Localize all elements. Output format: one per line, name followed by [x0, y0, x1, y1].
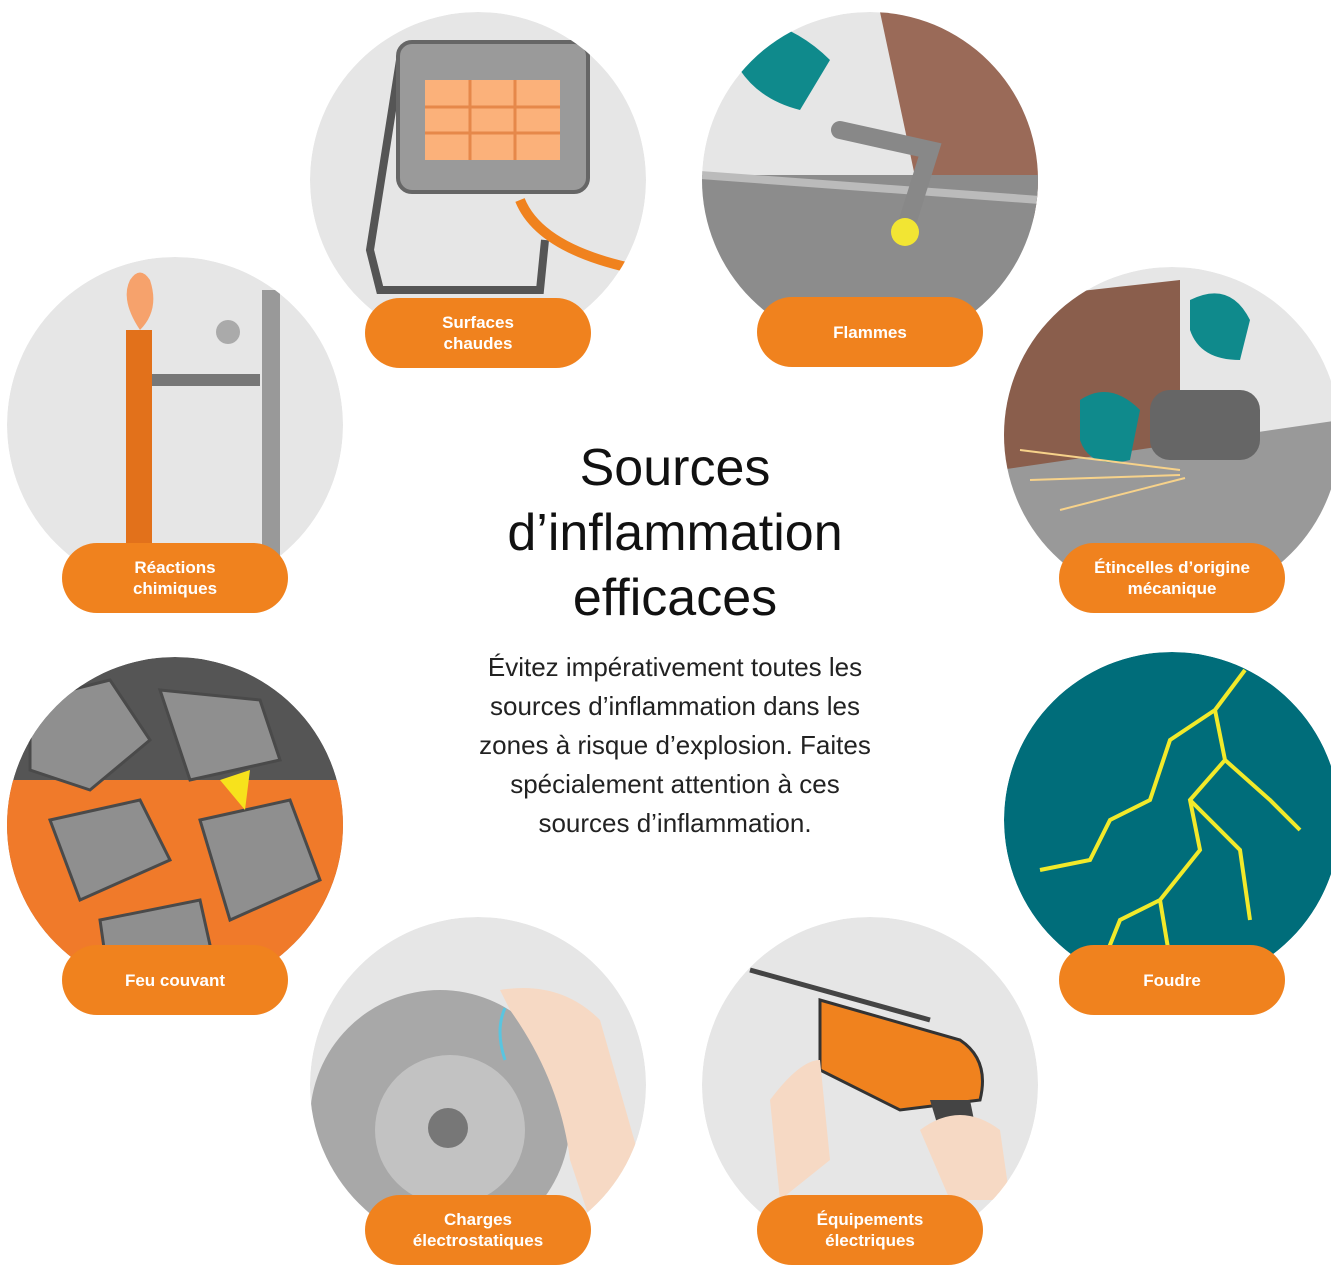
- title-line: Sources: [425, 436, 925, 501]
- source-label: Foudre: [1059, 945, 1285, 1015]
- intro-line: sources d’inflammation dans les: [395, 687, 955, 726]
- source-label-line: mécanique: [1128, 578, 1217, 599]
- source-label-line: Foudre: [1143, 970, 1201, 991]
- source-label-line: électriques: [825, 1230, 915, 1251]
- lightning-illustration: [1004, 652, 1331, 988]
- source-label: Feu couvant: [62, 945, 288, 1015]
- source-label-line: électrostatiques: [413, 1230, 543, 1251]
- intro-line: sources d’inflammation.: [395, 804, 955, 843]
- intro-line: zones à risque d’explosion. Faites: [395, 726, 955, 765]
- source-label-line: Réactions: [134, 557, 215, 578]
- title: Sources d’inflammation efficaces: [425, 436, 925, 631]
- torch-illustration: [700, 0, 1040, 348]
- source-label-line: chaudes: [444, 333, 513, 354]
- page: Sources d’inflammation efficaces Évitez …: [0, 0, 1331, 1261]
- intro-line: Évitez impérativement toutes les: [395, 648, 955, 687]
- source-label-line: Feu couvant: [125, 970, 225, 991]
- title-line: d’inflammation: [425, 501, 925, 566]
- source-label: Flammes: [757, 297, 983, 367]
- source-label-line: Équipements: [817, 1209, 924, 1230]
- source-label-line: chimiques: [133, 578, 217, 599]
- title-line: efficaces: [425, 566, 925, 631]
- source-label-line: Flammes: [833, 322, 907, 343]
- source-label-line: Charges: [444, 1209, 512, 1230]
- intro: Évitez impérativement toutes les sources…: [395, 648, 955, 843]
- intro-line: spécialement attention à ces: [395, 765, 955, 804]
- source-label-line: Étincelles d’origine: [1094, 557, 1250, 578]
- source-label-line: Surfaces: [442, 312, 514, 333]
